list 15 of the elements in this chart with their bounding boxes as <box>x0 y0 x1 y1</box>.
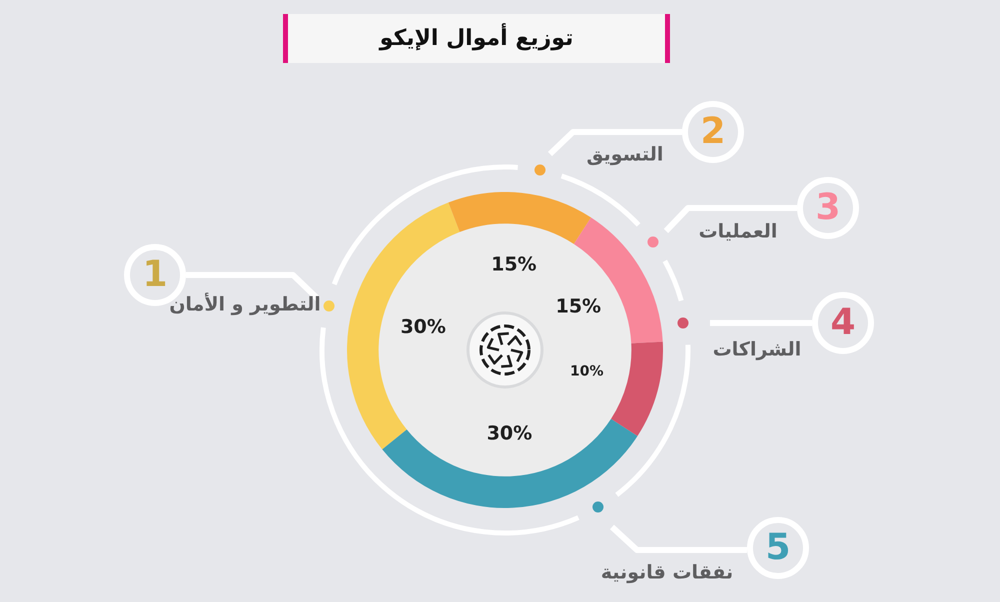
data-label: 30% <box>486 422 532 445</box>
data-label: 30% <box>400 316 446 338</box>
slice-label: التسويق <box>586 144 664 166</box>
text: 4 <box>830 302 856 343</box>
text: 2 <box>700 111 726 152</box>
legend-label: العمليات <box>698 220 778 244</box>
slice-label: نفقات قانونية <box>600 562 734 584</box>
data-label: 15% <box>491 254 537 276</box>
data-label: 10% <box>570 364 604 380</box>
data-label: 15% <box>556 296 602 318</box>
text: 3 <box>815 187 841 228</box>
text: 5 <box>765 527 791 568</box>
slice-label: الشراكات <box>712 338 802 362</box>
text: 1 <box>142 254 168 295</box>
slice-label: التطوير و الأمان <box>169 294 321 316</box>
